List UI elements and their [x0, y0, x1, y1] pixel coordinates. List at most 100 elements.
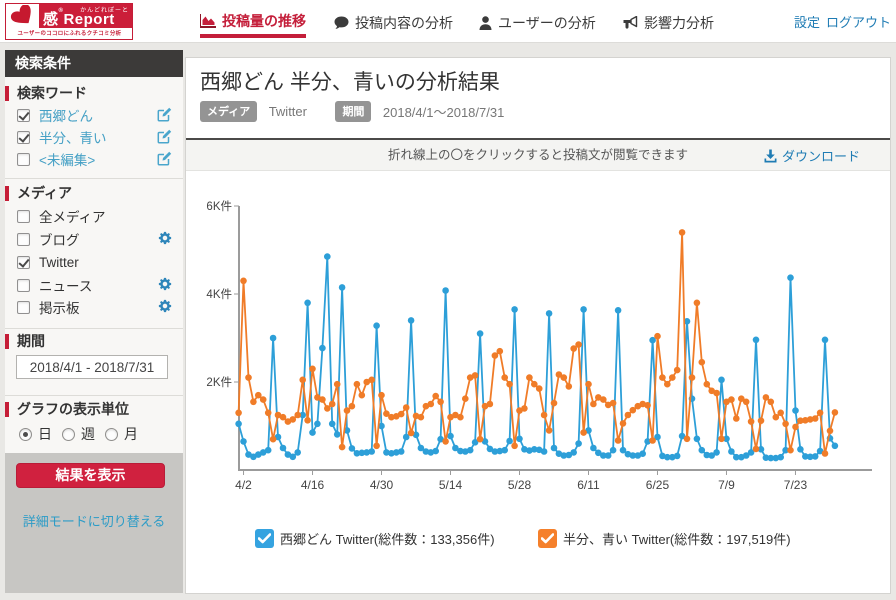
panel-divider [186, 138, 890, 140]
section-marker [5, 185, 9, 201]
trend-chart-area: 2K件 4K件 6K件 4/2 4/16 4/30 5/14 5/28 6/11 6/25 7/9 7… [186, 171, 890, 529]
settings-link[interactable]: 設定 [794, 15, 821, 30]
keyword-row: 半分、青い [5, 126, 183, 148]
megaphone-icon [622, 16, 638, 30]
media-row: ニュース [5, 274, 183, 296]
edit-icon[interactable] [157, 151, 172, 166]
search-sidebar: 検索条件 検索ワード 西郷どん 半分、青い [5, 50, 183, 593]
media-label: ニュース [39, 279, 93, 294]
tab-user-analysis[interactable]: ユーザーの分析 [479, 8, 596, 38]
gear-icon[interactable] [158, 277, 172, 291]
media-label: ブログ [39, 233, 80, 248]
result-panel: 西郷どん 半分、青いの分析結果 メディア Twitter 期間 2018/4/1… [185, 57, 891, 594]
unit-radio-group: 日 週 月 [19, 424, 148, 444]
media-badge-value: Twitter [268, 104, 307, 119]
period-section-title: 期間 [17, 333, 45, 349]
chart-legend: 西郷どん Twitter(総件数：133,356件) 半分、青い Twitter… [186, 529, 890, 549]
logo-lockup: かんどれぽーと 感®Report [6, 4, 132, 28]
section-divider [5, 395, 183, 396]
logout-link[interactable]: ログアウト [826, 15, 892, 30]
media-label: 全メディア [39, 210, 106, 225]
period-input[interactable] [16, 355, 168, 379]
media-row: ブログ [5, 228, 183, 250]
legend-checkbox-orange[interactable] [538, 529, 557, 548]
svg-text:7/23: 7/23 [784, 478, 808, 492]
svg-text:4K件: 4K件 [206, 287, 232, 301]
legend-item-saigodon[interactable]: 西郷どん Twitter(総件数：133,356件) [255, 529, 495, 548]
tab-post-volume-trend[interactable]: 投稿量の推移 [200, 8, 306, 38]
top-header: かんどれぽーと 感®Report ユーザーのココロにふれるクチコミ分析 投稿量の… [0, 0, 896, 43]
unit-radio-label[interactable]: 日 [38, 426, 52, 442]
series-1 [235, 229, 839, 457]
edit-icon[interactable] [157, 107, 172, 122]
logo-name: 感®Report [43, 8, 115, 28]
tab-label: 投稿内容の分析 [355, 15, 453, 31]
heart-icon [6, 4, 39, 28]
download-button[interactable]: ダウンロード [764, 140, 860, 171]
logo-reading: かんどれぽーと [80, 8, 129, 14]
keyword-checkbox[interactable] [17, 152, 30, 166]
tab-post-content-analysis[interactable]: 投稿内容の分析 [334, 8, 453, 38]
tab-influence-analysis[interactable]: 影響力分析 [622, 8, 714, 38]
svg-text:5/28: 5/28 [508, 478, 532, 492]
section-marker [5, 333, 9, 349]
keyword-link[interactable]: <未編集> [39, 153, 96, 168]
media-checkbox[interactable] [17, 232, 30, 246]
media-checkbox[interactable] [17, 300, 30, 314]
legend-label: 半分、青い Twitter(総件数：197,519件) [563, 532, 791, 547]
media-label: 掲示板 [39, 301, 80, 316]
media-checkbox[interactable] [17, 278, 30, 292]
gear-icon[interactable] [158, 299, 172, 313]
legend-label: 西郷どん Twitter(総件数：133,356件) [280, 532, 495, 547]
keyword-checkbox[interactable] [17, 108, 30, 122]
media-row: Twitter [5, 251, 183, 273]
section-marker [5, 401, 9, 417]
media-label: Twitter [39, 254, 79, 270]
svg-text:2K件: 2K件 [206, 375, 232, 389]
download-icon [764, 149, 777, 162]
show-results-button[interactable]: 結果を表示 [16, 463, 165, 488]
tab-label: 投稿量の推移 [222, 13, 306, 29]
svg-text:6/25: 6/25 [646, 478, 670, 492]
svg-text:6K件: 6K件 [206, 199, 232, 213]
media-checkbox[interactable] [17, 255, 30, 269]
legend-item-hanbunaoi[interactable]: 半分、青い Twitter(総件数：197,519件) [538, 529, 791, 548]
keyword-checkbox[interactable] [17, 130, 30, 144]
section-marker [5, 85, 9, 101]
detail-mode-link[interactable]: 詳細モードに切り替える [22, 514, 166, 529]
unit-radio-label[interactable]: 月 [124, 426, 138, 442]
trend-chart[interactable]: 2K件 4K件 6K件 4/2 4/16 4/30 5/14 5/28 6/11 6/25 7/9 7… [186, 171, 890, 529]
unit-radio-week[interactable] [62, 427, 75, 441]
brand-logo[interactable]: かんどれぽーと 感®Report ユーザーのココロにふれるクチコミ分析 [5, 3, 133, 40]
media-section-title: メディア [17, 185, 73, 201]
comment-icon [334, 16, 349, 30]
svg-text:4/30: 4/30 [370, 478, 394, 492]
period-badge: 期間 [335, 101, 372, 122]
chart-hint-text: 折れ線上の〇をクリックすると投稿文が閲覧できます [387, 148, 688, 162]
edit-icon[interactable] [157, 129, 172, 144]
keyword-link[interactable]: 西郷どん [39, 109, 93, 124]
keyword-link[interactable]: 半分、青い [39, 131, 107, 146]
legend-checkbox-blue[interactable] [255, 529, 274, 548]
section-divider [5, 328, 183, 329]
media-row: 全メディア [5, 205, 183, 227]
sidebar-title: 検索条件 [5, 50, 183, 77]
svg-text:6/11: 6/11 [577, 478, 600, 492]
area-chart-icon [200, 13, 216, 29]
svg-text:7/9: 7/9 [718, 478, 735, 492]
media-row: 掲示板 [5, 296, 183, 318]
user-icon [479, 16, 492, 30]
unit-radio-month[interactable] [105, 427, 118, 441]
unit-radio-label[interactable]: 週 [81, 426, 95, 442]
unit-section-title: グラフの表示単位 [17, 401, 129, 417]
badge-row: メディア Twitter 期間 2018/4/1～2018/7/31 [200, 101, 504, 122]
media-checkbox[interactable] [17, 209, 30, 223]
download-label: ダウンロード [781, 149, 860, 164]
media-badge: メディア [200, 101, 258, 122]
svg-text:5/14: 5/14 [439, 478, 463, 492]
keyword-row: <未編集> [5, 148, 183, 170]
tab-label: ユーザーの分析 [498, 15, 596, 31]
gear-icon[interactable] [158, 231, 172, 245]
unit-radio-day[interactable] [19, 427, 32, 441]
